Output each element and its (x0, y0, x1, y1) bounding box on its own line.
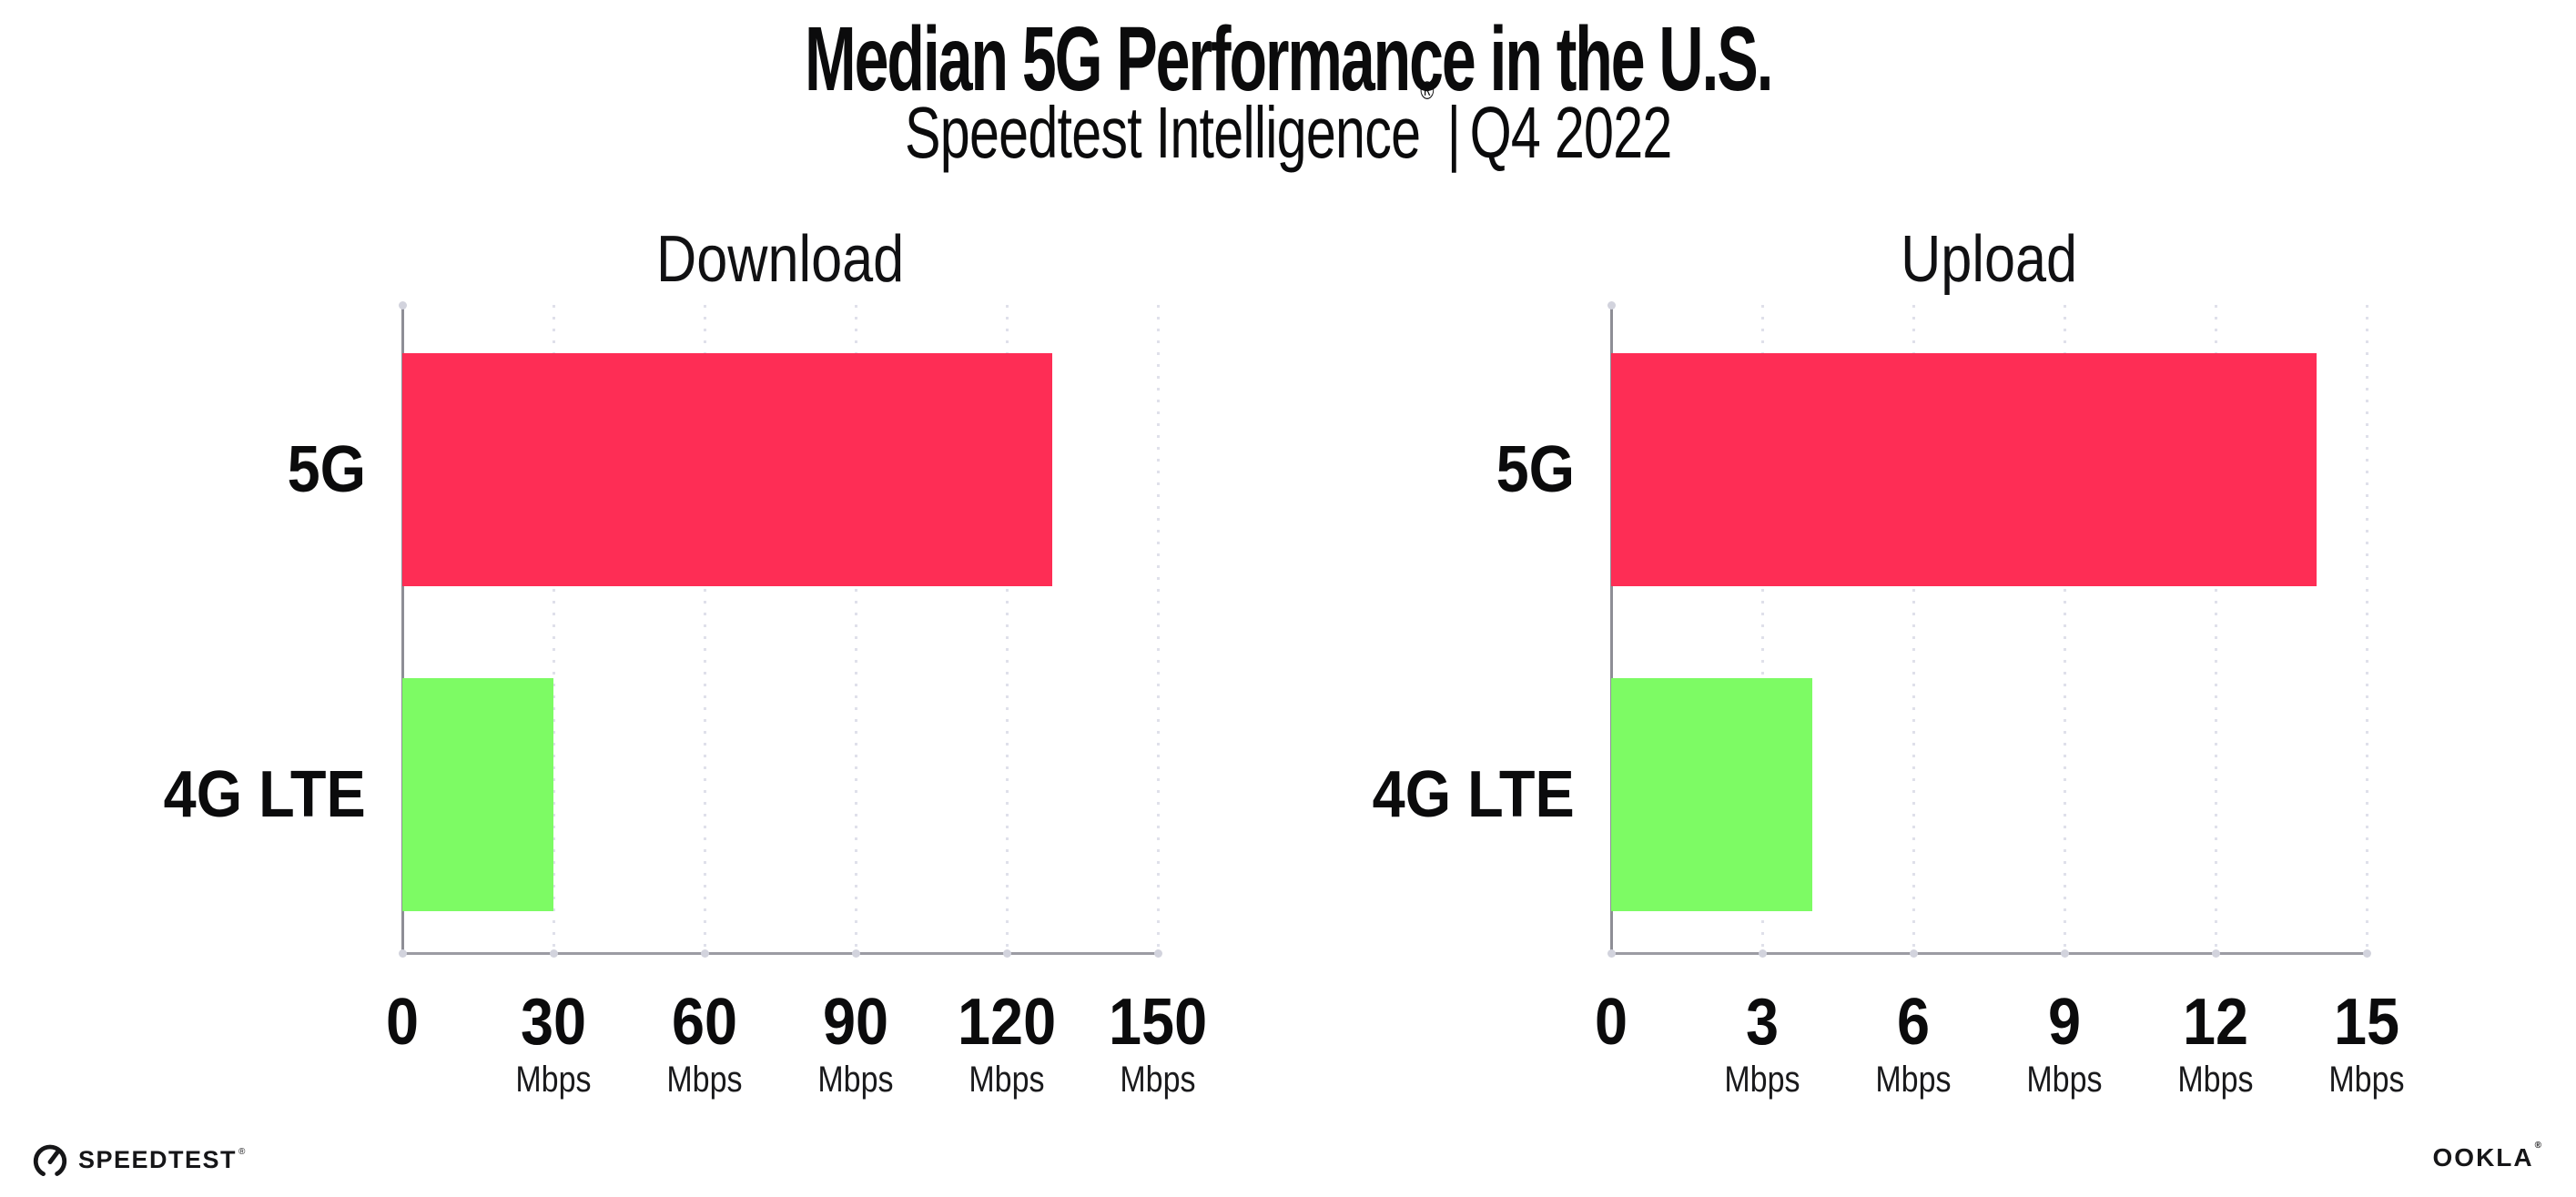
page-title-text: Median 5G Performance in the U.S. (804, 8, 1774, 110)
speedtest-gauge-icon (33, 1144, 67, 1178)
axis-tick-dot (1607, 948, 1616, 958)
tick-unit: Mbps (969, 1060, 1045, 1100)
bar-5g (1611, 353, 2317, 586)
gridline (1156, 305, 1160, 953)
axis-tick-dot (549, 948, 558, 958)
page-subtitle-text: Speedtest Intelligence® | Q4 2022 (904, 76, 1672, 175)
tick-label-0: 0 (293, 988, 512, 1057)
ookla-wordmark: OOKLA (2432, 1143, 2534, 1172)
gridline (703, 305, 706, 953)
subtitle-separator: | (1446, 92, 1460, 173)
tick-label-120: 120 Mbps (898, 988, 1116, 1101)
category-label-text: 4G LTE (1372, 758, 1575, 831)
gridline (2214, 305, 2217, 953)
tick-unit: Mbps (1120, 1060, 1196, 1100)
tick-label-90: 90 Mbps (746, 988, 965, 1101)
tick-label-0: 0 (1502, 988, 1720, 1057)
tick-number: 9 (2047, 986, 2082, 1059)
tick-number: 60 (671, 986, 738, 1059)
page-subtitle: Speedtest Intelligence® | Q4 2022 (0, 76, 2576, 175)
gridline (1005, 305, 1009, 953)
axis-tick-dot (2211, 948, 2220, 958)
tick-label-3: 3 Mbps (1653, 988, 1871, 1101)
gridline (1760, 305, 1764, 953)
category-label-text: 4G LTE (163, 758, 366, 831)
speedtest-trademark: ® (238, 1146, 246, 1157)
category-label-4g-lte: 4G LTE (20, 754, 366, 836)
tick-number: 6 (1896, 986, 1931, 1059)
gridline (552, 305, 555, 953)
category-label-5g: 5G (20, 429, 366, 511)
axis-tick-dot (2362, 948, 2371, 958)
tick-label-60: 60 Mbps (595, 988, 814, 1101)
tick-number: 15 (2333, 986, 2400, 1059)
tick-number: 150 (1108, 986, 1208, 1059)
y-axis-line (1609, 305, 1613, 953)
tick-unit: Mbps (817, 1060, 894, 1100)
tick-number: 3 (1745, 986, 1780, 1059)
tick-number: 12 (2182, 986, 2249, 1059)
gridline (854, 305, 857, 953)
ookla-trademark: ® (2534, 1140, 2543, 1151)
page-title: Median 5G Performance in the U.S. (0, 7, 2576, 112)
category-label-5g: 5G (1229, 429, 1575, 511)
axis-tick-dot (700, 948, 709, 958)
tick-label-30: 30 Mbps (444, 988, 663, 1101)
axis-tick-dot (398, 948, 407, 958)
tick-label-15: 15 Mbps (2257, 988, 2476, 1101)
tick-number: 30 (520, 986, 587, 1059)
tick-number: 120 (957, 986, 1057, 1059)
x-axis-line (402, 951, 1158, 955)
tick-label-6: 6 Mbps (1804, 988, 2023, 1101)
axis-tick-dot (2060, 948, 2069, 958)
ookla-logo: OOKLA® (2432, 1140, 2543, 1172)
axis-tick-dot (1153, 948, 1162, 958)
tick-number: 90 (822, 986, 889, 1059)
chart-title-text: Upload (1901, 223, 2077, 296)
speedtest-logo: SPEEDTEST ® (31, 1140, 245, 1180)
gridline (2365, 305, 2368, 953)
subtitle-period: Q4 2022 (1469, 92, 1672, 173)
category-label-4g-lte: 4G LTE (1229, 754, 1575, 836)
tick-number: 0 (1594, 986, 1628, 1059)
tick-unit: Mbps (2026, 1060, 2103, 1100)
tick-unit: Mbps (1875, 1060, 1952, 1100)
subtitle-brand: Speedtest Intelligence (904, 92, 1421, 173)
tick-unit: Mbps (666, 1060, 743, 1100)
tick-unit: Mbps (2328, 1060, 2405, 1100)
gridline (1912, 305, 1915, 953)
chart-title: Upload (1625, 222, 2353, 300)
tick-unit: Mbps (2177, 1060, 2254, 1100)
bar-5g (402, 353, 1052, 586)
x-axis-line (1611, 951, 2367, 955)
tick-label-12: 12 Mbps (2106, 988, 2325, 1101)
category-label-text: 5G (1496, 433, 1575, 506)
tick-unit: Mbps (515, 1060, 592, 1100)
tick-number: 0 (385, 986, 420, 1059)
bar-4g-lte (402, 678, 553, 911)
bar-4g-lte (1611, 678, 1813, 911)
registered-mark: ® (1419, 76, 1434, 106)
tick-unit: Mbps (1724, 1060, 1800, 1100)
category-label-text: 5G (287, 433, 366, 506)
chart-title-text: Download (655, 223, 905, 296)
gridline (2063, 305, 2066, 953)
axis-tick-dot (851, 948, 860, 958)
axis-tick-dot (1758, 948, 1767, 958)
axis-cap-dot (398, 301, 407, 309)
tick-label-150: 150 Mbps (1049, 988, 1267, 1101)
tick-label-9: 9 Mbps (1955, 988, 2174, 1101)
axis-tick-dot (1002, 948, 1011, 958)
axis-cap-dot (1607, 301, 1616, 309)
chart-title: Download (416, 222, 1144, 300)
speedtest-wordmark: SPEEDTEST (78, 1145, 238, 1173)
axis-tick-dot (1909, 948, 1918, 958)
y-axis-line (401, 305, 404, 953)
